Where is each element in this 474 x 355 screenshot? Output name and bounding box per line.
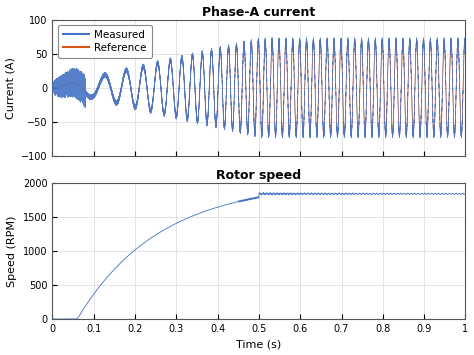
X-axis label: Time (s): Time (s) bbox=[237, 339, 282, 349]
Title: Rotor speed: Rotor speed bbox=[216, 169, 301, 182]
Y-axis label: Speed (RPM): Speed (RPM) bbox=[8, 215, 18, 287]
Legend: Measured, Reference: Measured, Reference bbox=[58, 25, 152, 58]
Y-axis label: Current (A): Current (A) bbox=[6, 57, 16, 119]
Title: Phase-A current: Phase-A current bbox=[202, 6, 316, 18]
